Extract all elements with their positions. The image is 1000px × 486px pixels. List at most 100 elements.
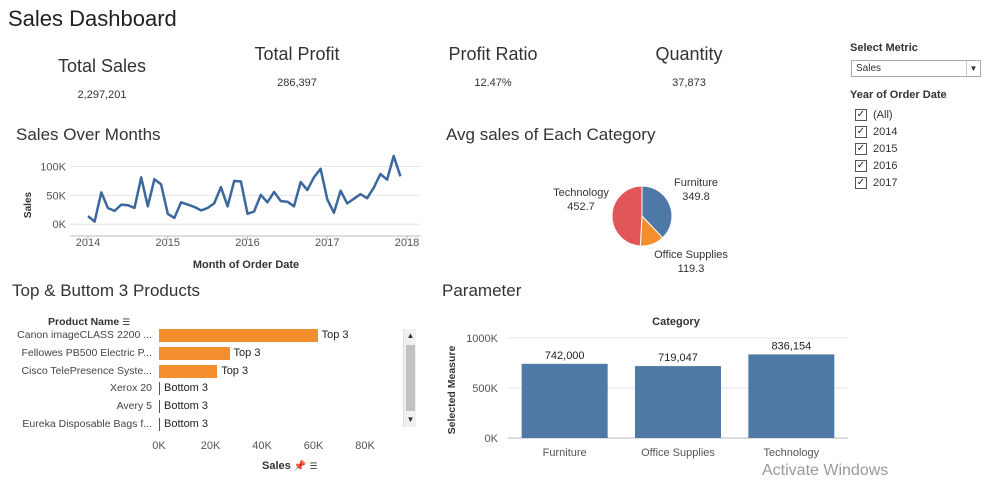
chevron-down-icon[interactable]: ▼	[966, 61, 980, 76]
line-y-tick-label: 50K	[46, 190, 66, 202]
checkbox-checked-icon[interactable]: ✓	[855, 142, 867, 155]
product-label: Eureka Disposable Bags f...	[22, 418, 152, 430]
sales-line-series	[87, 154, 402, 223]
category-bar-value-label: 719,047	[658, 352, 698, 364]
category-bar-value-label: 836,154	[771, 340, 811, 352]
product-label: Cisco TelePresence Syste...	[21, 364, 152, 377]
category-bar	[521, 363, 608, 438]
product-bar	[159, 418, 160, 431]
vbar-y-axis-label: Selected Measure	[446, 345, 458, 434]
category-bar-chart: Category Selected Measure 0K 500K 1000K 74…	[446, 316, 848, 459]
hbar-x-tick-label: 80K	[355, 440, 375, 452]
category-chart-title: Category	[652, 316, 701, 328]
top-bottom-bar-chart: Canon imageCLASS 2200 ... Top 3 Fellowes P…	[0, 326, 405, 436]
kpi-total-profit-value: 286,397	[277, 77, 317, 89]
year-filter-list: ✓ (All) ✓ 2014 ✓ 2015 ✓ 2016 ✓ 2017	[855, 106, 897, 191]
product-bar	[159, 329, 318, 342]
top-bottom-products-title: Top & Buttom 3 Products	[12, 281, 201, 300]
product-label: Avery 5	[116, 400, 152, 413]
year-option-2015[interactable]: ✓ 2015	[855, 142, 898, 155]
metric-dropdown-value: Sales	[856, 63, 882, 74]
product-name-header: Product Name ☰	[48, 316, 131, 328]
hbar-x-axis: 0K 20K 40K 60K 80K	[0, 440, 405, 454]
avg-sales-category-title: Avg sales of Each Category	[446, 125, 656, 144]
parameter-title: Parameter	[442, 281, 522, 300]
hbar-x-tick-label: 40K	[252, 440, 272, 452]
line-y-tick-label: 0K	[53, 219, 67, 231]
product-bar	[159, 346, 230, 360]
category-x-tick-label: Office Supplies	[641, 447, 715, 459]
product-tag-label: Bottom 3	[164, 418, 209, 430]
pie-label-office-supplies: Office Supplies	[654, 249, 728, 261]
category-bar-value-label: 742,000	[545, 350, 585, 362]
hbar-x-tick-label: 60K	[303, 440, 324, 452]
product-label: Xerox 20	[109, 382, 152, 395]
pie-value-technology: 452.7	[567, 201, 595, 213]
metric-dropdown[interactable]: Sales ▼	[851, 60, 981, 77]
vbar-y-tick-label: 1000K	[466, 333, 498, 345]
line-x-tick-label: 2014	[76, 237, 100, 249]
scroll-down-icon[interactable]: ▼	[406, 415, 415, 424]
line-y-tick-label: 100K	[40, 161, 66, 173]
hbar-x-axis-label: Sales 📌 ☰	[262, 460, 318, 472]
product-tag-label: Bottom 3	[164, 382, 209, 395]
product-label: Canon imageCLASS 2200 ...	[17, 329, 152, 341]
product-bar	[159, 364, 218, 378]
kpi-quantity-label: Quantity	[655, 44, 723, 64]
year-option-2017[interactable]: ✓ 2017	[855, 176, 898, 189]
pin-icon[interactable]: 📌	[293, 461, 307, 472]
category-x-tick-label: Furniture	[543, 447, 587, 459]
kpi-total-sales-value: 2,297,201	[77, 89, 127, 101]
line-x-tick-label: 2017	[315, 237, 339, 249]
kpi-total-profit-label: Total Profit	[254, 44, 340, 64]
line-y-axis-label: Sales	[23, 191, 34, 218]
line-x-tick-label: 2016	[235, 237, 259, 249]
pie-value-furniture: 349.8	[682, 191, 710, 203]
sort-icon[interactable]: ☰	[309, 461, 318, 471]
line-x-tick-label: 2018	[395, 237, 419, 249]
pie-slice-technology	[611, 185, 643, 247]
products-scrollbar[interactable]: ▲ ▼	[403, 329, 416, 427]
hbar-x-tick-label: 0K	[152, 440, 166, 452]
scroll-up-icon[interactable]: ▲	[406, 331, 415, 340]
dashboard-title: Sales Dashboard	[8, 6, 177, 31]
kpi-quantity-value: 37,873	[672, 77, 706, 89]
product-bar	[159, 400, 160, 414]
sales-over-months-title: Sales Over Months	[16, 125, 161, 144]
activate-windows-watermark: Activate Windows	[762, 462, 889, 479]
pie-value-office-supplies: 119.3	[678, 263, 705, 275]
checkbox-checked-icon[interactable]: ✓	[855, 176, 867, 189]
category-pie-chart: Technology 452.7 Furniture 349.8 Office …	[553, 177, 728, 275]
hbar-x-tick-label: 20K	[200, 440, 221, 452]
product-bar	[159, 382, 160, 396]
sort-icon[interactable]: ☰	[122, 317, 131, 327]
scroll-thumb[interactable]	[406, 345, 415, 411]
checkbox-checked-icon[interactable]: ✓	[855, 108, 867, 121]
year-option-2016[interactable]: ✓ 2016	[855, 159, 898, 172]
category-bar	[748, 354, 835, 438]
product-tag-label: Top 3	[233, 346, 261, 359]
category-x-tick-label: Technology	[764, 447, 820, 459]
checkbox-checked-icon[interactable]: ✓	[855, 125, 867, 138]
vbar-y-tick-label: 500K	[472, 383, 498, 395]
product-label: Fellowes PB500 Electric P...	[21, 346, 152, 359]
checkbox-checked-icon[interactable]: ✓	[855, 159, 867, 172]
line-x-tick-label: 2015	[156, 237, 180, 249]
pie-label-technology: Technology	[553, 187, 609, 199]
pie-label-furniture: Furniture	[674, 177, 718, 189]
kpi-profit-ratio-value: 12.47%	[474, 77, 512, 89]
kpi-total-sales-label: Total Sales	[57, 56, 147, 76]
year-filter-label: Year of Order Date	[850, 89, 947, 101]
year-option-all[interactable]: ✓ (All)	[855, 108, 893, 121]
select-metric-label: Select Metric	[850, 42, 918, 54]
product-tag-label: Bottom 3	[164, 400, 209, 413]
year-option-2014[interactable]: ✓ 2014	[855, 125, 898, 138]
sales-line-chart: 0K 50K 100K 2014 2015 2016 2017 2018 Sales Mon…	[23, 154, 420, 271]
category-bar	[635, 366, 721, 438]
vbar-y-tick-label: 0K	[485, 433, 499, 445]
product-tag-label: Top 3	[221, 364, 249, 377]
line-x-axis-label: Month of Order Date	[193, 259, 299, 271]
product-tag-label: Top 3	[321, 329, 349, 341]
kpi-profit-ratio-label: Profit Ratio	[448, 44, 538, 64]
pie-slice-furniture	[641, 185, 673, 239]
